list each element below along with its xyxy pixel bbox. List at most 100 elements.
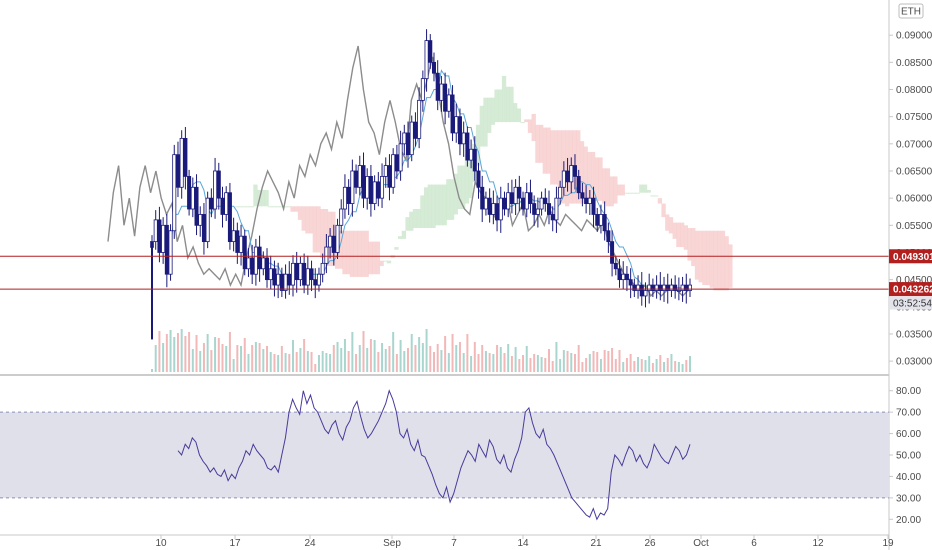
volume-bar [421, 343, 424, 372]
candle-body [246, 257, 251, 270]
candle-body [480, 186, 485, 210]
volume-bar [522, 355, 525, 372]
volume-bar [681, 364, 684, 372]
cloud-segment [461, 165, 466, 210]
candle-body [528, 192, 533, 204]
volume-bar [202, 343, 205, 372]
cloud-segment [509, 86, 514, 123]
candle-body [190, 186, 195, 210]
candle-body [220, 197, 225, 215]
candle-body [365, 176, 370, 199]
cloud-segment [516, 108, 522, 123]
candle-body [172, 154, 177, 232]
volume-bar [165, 334, 168, 372]
symbol-badge-label: ETH [901, 7, 921, 18]
cloud-segment [286, 206, 291, 208]
volume-bar [247, 354, 250, 372]
volume-bar [306, 351, 309, 372]
candle-body [161, 224, 166, 253]
volume-bar [214, 337, 217, 372]
volume-bar [180, 329, 183, 372]
candle-body [561, 170, 566, 188]
cloud-segment [654, 195, 659, 197]
rsi-axis[interactable]: 80.00 70.00 60.00 50.00 40.00 30.00 20.00 [889, 386, 921, 526]
volume-bar [176, 333, 179, 372]
cloud-segment [576, 130, 581, 204]
price-pane[interactable] [0, 29, 889, 372]
volume-bar [384, 349, 387, 372]
volume-bar [570, 353, 573, 372]
candle-body [261, 257, 266, 270]
cloud-segment [342, 230, 347, 275]
cloud-segment [420, 195, 425, 229]
cloud-segment [487, 97, 492, 133]
candle-body [391, 154, 396, 188]
candle-body [613, 262, 618, 270]
candle-body [406, 132, 411, 156]
cloud-segment [609, 176, 614, 207]
volume-bar [236, 345, 239, 372]
cloud-segment [453, 173, 458, 215]
candle-body [183, 137, 188, 177]
volume-bars [151, 329, 691, 372]
candle-body [498, 197, 503, 221]
volume-bar [651, 363, 654, 372]
candle-body [654, 284, 659, 291]
volume-bar [221, 344, 224, 372]
candle-body [476, 170, 481, 188]
volume-bar [507, 344, 510, 372]
symbol-badge[interactable]: ETH [898, 3, 924, 19]
rsi-path [177, 389, 691, 521]
level-tag-lower[interactable]: 0.043262 [889, 282, 932, 297]
volume-bar [496, 345, 499, 372]
candle-body [547, 203, 552, 215]
volume-bar [503, 353, 506, 372]
candle-body [357, 165, 362, 188]
rsi-tick-label: 60.00 [896, 429, 921, 440]
volume-bar [685, 360, 688, 372]
candle-body [558, 186, 563, 199]
level-tag-upper[interactable]: 0.049301 [889, 249, 932, 264]
candle-body [669, 284, 674, 291]
volume-bar [314, 364, 317, 372]
candle-body [283, 273, 288, 291]
volume-bar [637, 357, 640, 372]
cloud-segment [590, 151, 596, 201]
volume-bar [351, 332, 354, 372]
volume-bar [629, 354, 632, 372]
volume-bar [373, 340, 376, 372]
cloud-segment [316, 206, 321, 253]
cloud-segment [483, 97, 488, 147]
cloud-segment [535, 124, 540, 163]
cloud-segment [635, 192, 640, 194]
horizontal-levels[interactable] [0, 255, 889, 290]
volume-bar [499, 347, 502, 372]
volume-bar [689, 356, 691, 372]
candle-body [524, 192, 529, 210]
time-axis[interactable]: 10 17 24 Sep 7 14 21 26 Oct 6 12 19 [155, 535, 894, 549]
time-tick-label: 17 [229, 538, 241, 549]
volume-bar [303, 339, 306, 372]
volume-bar [407, 348, 410, 372]
volume-bar [655, 359, 658, 372]
volume-bar [269, 352, 272, 372]
volume-bar [254, 342, 257, 372]
rsi-pane[interactable] [0, 389, 889, 521]
candle-body [398, 143, 403, 172]
cloud-segment [442, 184, 447, 226]
cloud-segment [435, 184, 440, 226]
cloud-segment [661, 203, 666, 218]
rsi-tick-label: 20.00 [896, 515, 921, 526]
candle-body [554, 197, 559, 221]
candle-body [513, 186, 518, 204]
cloud-segment [282, 206, 288, 208]
cloud-segment [665, 214, 670, 231]
rsi-tick-label: 50.00 [896, 451, 921, 462]
candle-body [598, 214, 603, 226]
volume-bar [347, 351, 350, 372]
volume-bar [340, 348, 343, 372]
cloud-segment [553, 130, 559, 185]
candle-body [628, 279, 633, 286]
